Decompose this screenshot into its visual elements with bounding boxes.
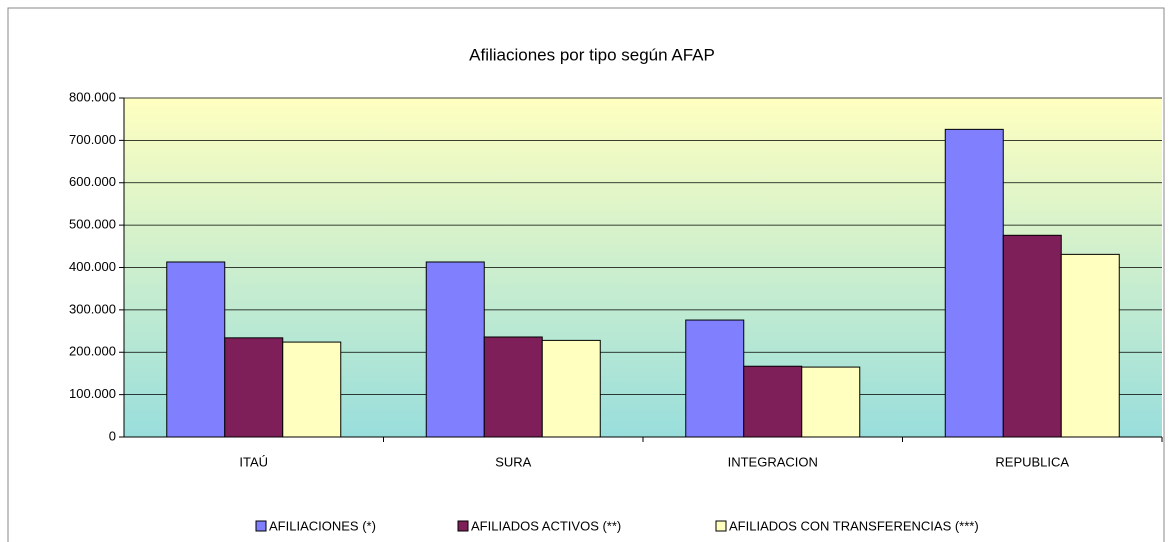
bar [425, 261, 485, 438]
legend-label: AFILIADOS CON TRANSFERENCIAS (***) [729, 518, 979, 533]
legend-swatch [457, 520, 469, 532]
y-tick-label: 400.000 [69, 259, 116, 274]
bar [282, 341, 342, 438]
bar [801, 366, 861, 438]
legend-label: AFILIACIONES (*) [269, 518, 376, 533]
x-tick-label: INTEGRACION [728, 454, 818, 469]
chart-title: Afiliaciones por tipo según AFAP [469, 45, 715, 64]
y-tick-label: 500.000 [69, 217, 116, 232]
y-tick-label: 0 [109, 428, 116, 443]
y-tick-label: 200.000 [69, 344, 116, 359]
legend-swatch [715, 520, 727, 532]
legend-label: AFILIADOS ACTIVOS (**) [471, 518, 621, 533]
y-tick-label: 300.000 [69, 301, 116, 316]
bar [483, 336, 543, 438]
bar [224, 337, 284, 438]
bar [166, 261, 226, 438]
y-tick-label: 100.000 [69, 386, 116, 401]
y-tick-label: 800.000 [69, 89, 116, 104]
bar [1060, 253, 1120, 438]
bar [743, 365, 803, 438]
bar [541, 339, 601, 438]
x-tick-label: SURA [495, 454, 531, 469]
x-tick-label: REPUBLICA [995, 454, 1069, 469]
x-tick-label: ITAÚ [239, 454, 268, 469]
bar [685, 319, 745, 438]
bar [1002, 234, 1062, 438]
y-tick-label: 600.000 [69, 174, 116, 189]
y-tick-label: 700.000 [69, 132, 116, 147]
legend-swatch [255, 520, 267, 532]
bar [944, 128, 1004, 438]
